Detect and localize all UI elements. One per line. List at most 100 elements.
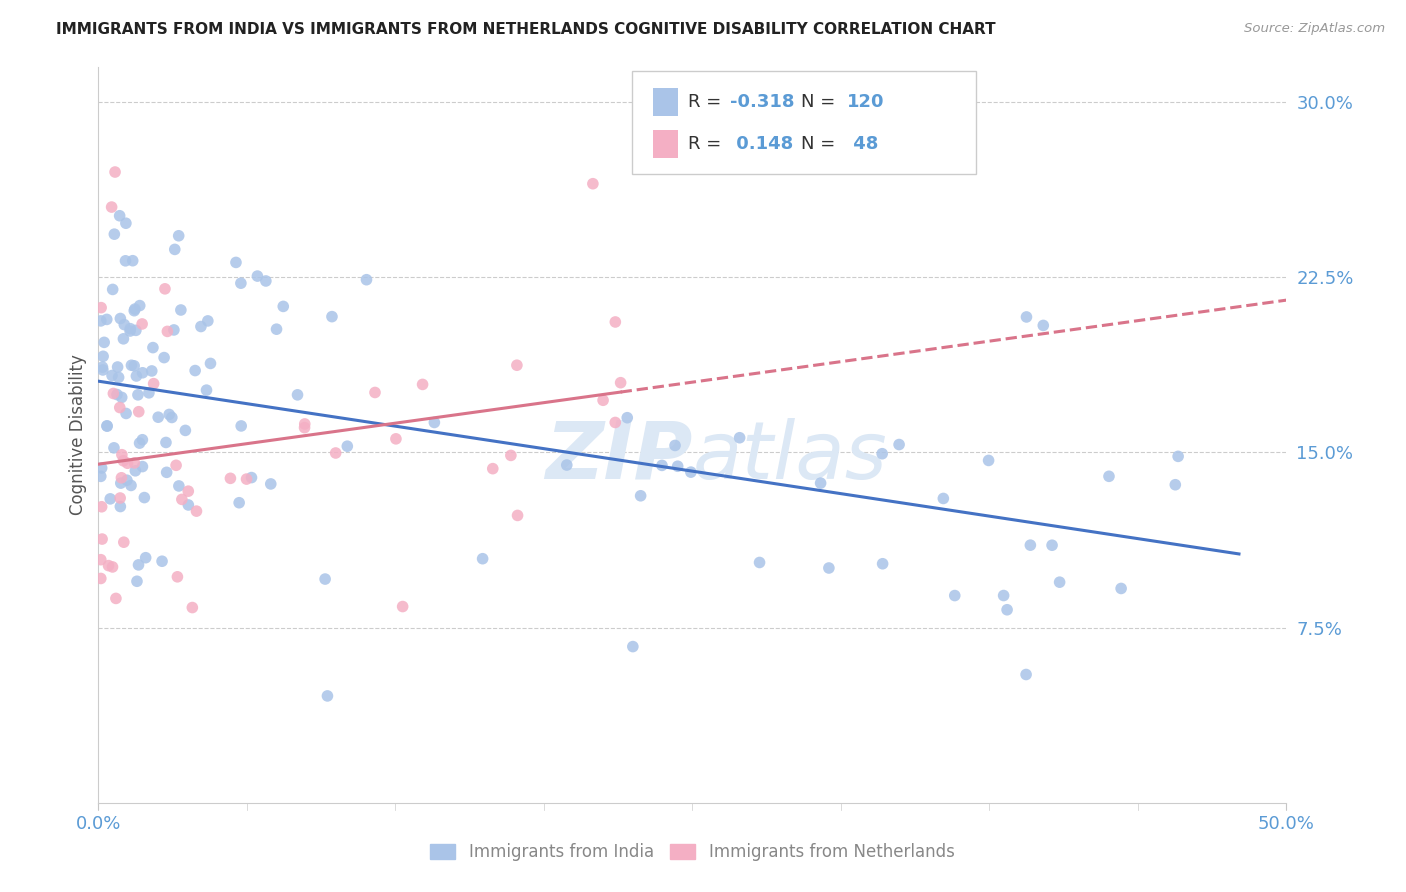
Point [294,420,316,434]
Point [1049,575,1071,590]
Point [630,489,652,503]
Y-axis label: Cognitive Disability: Cognitive Disability [69,354,87,516]
Point [170,492,193,507]
Point [124,456,146,470]
Point [810,476,832,491]
Point [679,465,702,479]
Point [481,461,503,475]
Point [266,322,288,336]
Point [114,253,136,268]
Point [156,466,179,480]
Point [391,599,413,614]
Point [1015,310,1038,324]
Point [166,570,188,584]
Text: R =: R = [688,93,727,111]
Point [150,554,173,568]
Point [240,470,263,484]
Point [122,359,145,373]
Point [225,255,247,269]
Point [110,476,132,491]
Point [621,640,644,654]
Point [108,491,131,505]
Point [90,301,112,315]
Point [112,535,135,549]
Point [120,358,142,372]
Point [163,243,186,257]
Point [1098,469,1121,483]
Point [122,303,145,318]
Point [186,504,208,518]
Point [131,366,153,380]
Point [229,276,252,290]
Point [90,469,112,483]
Point [124,301,146,316]
Point [103,386,125,401]
Point [90,500,112,514]
Point [605,416,627,430]
Point [499,449,522,463]
Point [228,496,250,510]
Point [174,424,197,438]
Point [423,416,446,430]
Legend: Immigrants from India, Immigrants from Netherlands: Immigrants from India, Immigrants from N… [423,837,962,868]
Point [138,385,160,400]
Point [110,500,132,514]
Point [471,551,494,566]
Point [271,300,294,314]
Point [325,446,347,460]
Text: R =: R = [688,135,727,153]
Point [111,390,134,404]
Point [112,318,135,332]
Point [155,435,177,450]
Point [97,558,120,573]
Point [651,458,673,473]
Point [128,436,150,450]
Point [167,228,190,243]
Point [112,332,135,346]
Point [125,574,148,589]
Point [605,315,627,329]
Point [1040,538,1063,552]
Point [134,491,156,505]
Point [96,419,118,434]
Point [748,556,770,570]
Point [104,591,127,606]
Text: N =: N = [800,135,841,153]
Point [993,589,1015,603]
Point [96,418,118,433]
Text: 0.148: 0.148 [730,135,793,153]
Point [117,456,139,470]
Point [181,600,204,615]
Point [616,410,638,425]
Point [932,491,955,506]
Point [128,299,150,313]
Point [115,407,138,421]
Point [592,393,614,408]
Point [90,461,112,475]
Point [112,454,135,468]
Point [1015,667,1038,681]
Point [364,385,387,400]
Point [101,368,124,383]
Point [197,314,219,328]
Point [163,323,186,337]
Point [177,484,200,499]
Point [100,200,122,214]
Point [110,311,132,326]
Point [121,253,143,268]
Point [101,282,124,296]
Point [131,433,153,447]
Point [156,325,179,339]
Point [818,561,841,575]
Point [91,532,114,546]
Point [314,572,336,586]
Point [609,376,631,390]
Text: N =: N = [800,93,841,111]
Point [142,376,165,391]
Point [107,370,129,384]
Point [666,459,689,474]
Text: ZIP: ZIP [546,418,692,496]
Point [96,312,118,326]
Point [91,363,114,377]
Text: atlas: atlas [692,418,887,496]
